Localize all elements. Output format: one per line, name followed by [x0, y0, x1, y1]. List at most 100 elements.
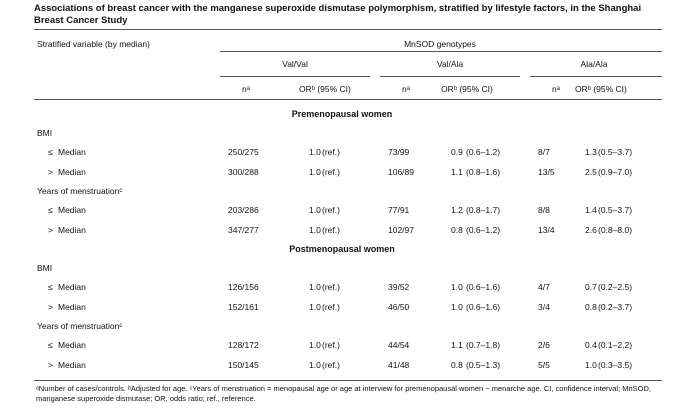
odds-ratio: 1.4 — [585, 205, 597, 215]
case-control-count: 5/5 — [538, 359, 550, 370]
case-control-count: 128/172 — [228, 340, 259, 350]
odds-ratio: 2.6 — [585, 224, 597, 235]
confidence-interval: (0.8–8.0) — [598, 224, 633, 235]
table-footnote: ᵃNumber of cases/controls. ᵇAdjusted for… — [36, 384, 651, 403]
bottom-rule — [34, 380, 662, 381]
case-control-count: 13/4 — [538, 224, 555, 235]
or-ci-column-header: ORᵇ (95% CI) — [299, 84, 351, 94]
odds-ratio: 0.7 — [585, 282, 597, 292]
confidence-interval: (0.5–3.7) — [598, 205, 633, 215]
case-control-count: 44/54 — [388, 340, 410, 350]
case-control-count: 152/161 — [228, 301, 259, 312]
group-label: BMI — [37, 263, 53, 273]
row-label: Median — [58, 147, 86, 157]
comparison-symbol: > — [48, 224, 53, 235]
confidence-interval: (0.8–1.6) — [466, 166, 501, 177]
n-column-header: nᵃ — [552, 84, 560, 94]
group-label: BMI — [37, 128, 53, 138]
case-control-count: 41/48 — [388, 359, 410, 370]
case-control-count: 347/277 — [228, 224, 259, 235]
comparison-symbol: > — [48, 301, 53, 312]
confidence-interval: (ref.) — [322, 301, 340, 312]
case-control-count: 150/145 — [228, 359, 259, 370]
confidence-interval: (ref.) — [322, 359, 340, 370]
table-row: ≤ Median — [48, 340, 86, 350]
or-ci-column-header: ORᵇ (95% CI) — [441, 84, 493, 94]
odds-ratio: 1.3 — [585, 147, 597, 157]
confidence-interval: (0.6–1.2) — [466, 224, 501, 235]
confidence-interval: (ref.) — [322, 340, 340, 350]
row-label: Median — [58, 224, 86, 235]
confidence-interval: (ref.) — [322, 282, 340, 292]
confidence-interval: (ref.) — [322, 224, 340, 235]
header-bottom-rule — [34, 99, 662, 100]
case-control-count: 203/286 — [228, 205, 259, 215]
genotype-spanner: MnSOD genotypes — [404, 39, 476, 49]
n-column-header: nᵃ — [402, 84, 410, 94]
row-label: Median — [58, 166, 86, 177]
odds-ratio: 1.1 — [451, 166, 463, 177]
odds-ratio: 0.8 — [451, 359, 463, 370]
genotype-rule — [530, 76, 662, 77]
odds-ratio: 1.2 — [451, 205, 463, 215]
case-control-count: 73/99 — [388, 147, 410, 157]
case-control-count: 39/52 — [388, 282, 410, 292]
odds-ratio: 1.0 — [309, 147, 321, 157]
case-control-count: 3/4 — [538, 301, 550, 312]
row-label: Median — [58, 340, 86, 350]
odds-ratio: 1.0 — [309, 301, 321, 312]
confidence-interval: (0.7–1.8) — [466, 340, 501, 350]
comparison-symbol: > — [48, 359, 53, 370]
odds-ratio: 0.8 — [585, 301, 597, 312]
case-control-count: 4/7 — [538, 282, 550, 292]
table-row: ≤ Median — [48, 282, 86, 292]
table-row: ≤ Median — [48, 205, 86, 215]
comparison-symbol: ≤ — [48, 147, 53, 157]
case-control-count: 8/8 — [538, 205, 550, 215]
group-label: Years of menstruationᶜ — [37, 186, 123, 196]
case-control-count: 300/288 — [228, 166, 259, 177]
group-label: Years of menstruationᶜ — [37, 321, 123, 331]
case-control-count: 46/50 — [388, 301, 410, 312]
confidence-interval: (0.3–3.5) — [598, 359, 633, 370]
odds-ratio: 2.5 — [585, 166, 597, 177]
odds-ratio: 1.0 — [451, 282, 463, 292]
comparison-symbol: > — [48, 166, 53, 177]
table-title: Associations of breast cancer with the m… — [34, 3, 642, 26]
section-heading: Premenopausal women — [291, 109, 393, 119]
odds-ratio: 1.0 — [585, 359, 597, 370]
top-rule — [34, 29, 662, 30]
row-label: Median — [58, 359, 86, 370]
odds-ratio: 0.4 — [585, 340, 597, 350]
case-control-count: 126/156 — [228, 282, 259, 292]
odds-ratio: 1.0 — [451, 301, 463, 312]
odds-ratio: 1.0 — [309, 224, 321, 235]
table-row: > Median — [48, 167, 86, 177]
odds-ratio: 1.0 — [309, 359, 321, 370]
confidence-interval: (0.1–2.2) — [598, 340, 633, 350]
genotype-header: Val/Ala — [436, 59, 464, 69]
row-label: Median — [58, 282, 86, 292]
confidence-interval: (0.2–3.7) — [598, 301, 633, 312]
case-control-count: 250/275 — [228, 147, 259, 157]
comparison-symbol: ≤ — [48, 282, 53, 292]
odds-ratio: 1.0 — [309, 282, 321, 292]
genotype-header: Val/Val — [282, 59, 308, 69]
odds-ratio: 1.0 — [309, 166, 321, 177]
odds-ratio: 0.9 — [451, 147, 463, 157]
confidence-interval: (ref.) — [322, 205, 340, 215]
spanner-rule — [220, 51, 662, 52]
case-control-count: 106/89 — [388, 166, 414, 177]
row-label: Median — [58, 205, 86, 215]
case-control-count: 13/5 — [538, 166, 555, 177]
confidence-interval: (0.6–1.6) — [466, 282, 501, 292]
odds-ratio: 0.8 — [451, 224, 463, 235]
confidence-interval: (0.5–1.3) — [466, 359, 501, 370]
case-control-count: 102/97 — [388, 224, 414, 235]
table-row: > Median — [48, 302, 86, 312]
genotype-rule — [380, 76, 520, 77]
stub-header: Stratified variable (by median) — [37, 39, 150, 49]
case-control-count: 2/6 — [538, 340, 550, 350]
odds-ratio: 1.1 — [451, 340, 463, 350]
confidence-interval: (0.6–1.2) — [466, 147, 501, 157]
